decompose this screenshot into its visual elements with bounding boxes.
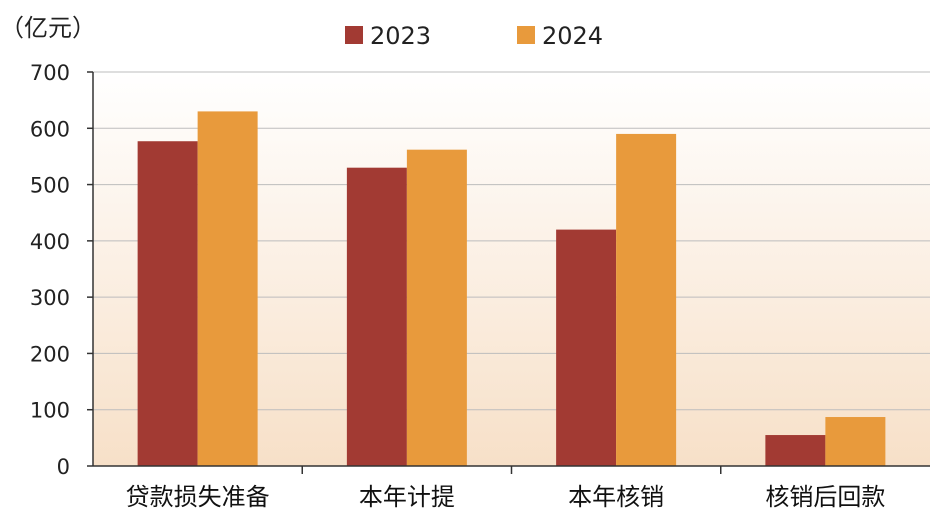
legend-swatch-2024 <box>517 26 535 44</box>
y-tick-label: 400 <box>30 230 70 254</box>
y-tick-label: 600 <box>30 117 70 141</box>
legend: 2023 2024 <box>345 22 603 50</box>
bar-2024 <box>197 111 258 467</box>
x-category-label: 本年核销 <box>568 483 664 511</box>
bar-2023 <box>765 435 826 466</box>
y-tick-labels: 0 100 200 300 400 500 600 700 <box>30 61 70 479</box>
legend-label-2023: 2023 <box>370 22 431 50</box>
y-tick-label: 700 <box>30 61 70 85</box>
y-tick-label: 0 <box>57 455 70 479</box>
x-category-label: 核销后回款 <box>765 483 885 511</box>
y-tick-label: 200 <box>30 342 70 366</box>
bar-2023 <box>137 141 198 466</box>
bar-2024 <box>825 417 886 466</box>
y-tick-label: 500 <box>30 174 70 198</box>
bars <box>137 111 886 467</box>
bar-2023 <box>556 229 617 466</box>
x-category-label: 本年计提 <box>359 483 455 511</box>
x-category-label: 贷款损失准备 <box>126 483 270 511</box>
axes <box>87 71 930 474</box>
legend-swatch-2023 <box>345 26 363 44</box>
legend-label-2024: 2024 <box>542 22 603 50</box>
x-category-labels: 贷款损失准备 本年计提 本年核销 核销后回款 <box>126 483 886 511</box>
bar-2024 <box>616 133 677 466</box>
y-unit-label: （亿元） <box>0 14 96 42</box>
y-tick-label: 100 <box>30 399 70 423</box>
y-tick-label: 300 <box>30 286 70 310</box>
bar-2024 <box>406 149 467 466</box>
bar-2023 <box>346 167 407 466</box>
